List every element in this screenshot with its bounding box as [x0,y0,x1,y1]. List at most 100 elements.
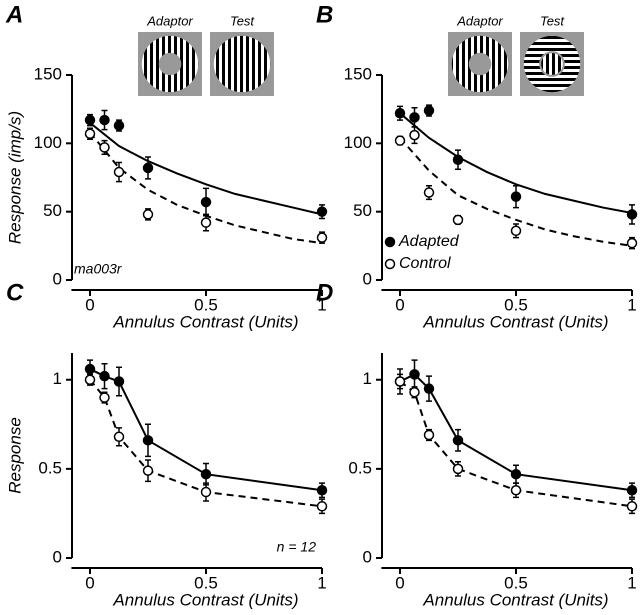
data-point [510,485,522,496]
x-tick-label: 0.5 [504,295,528,314]
data-point [626,237,638,249]
data-point [452,214,464,226]
x-tick-label: 0 [85,573,94,592]
panel-label: A [5,1,23,28]
panel-label: B [316,1,333,28]
data-point [84,128,96,140]
data-point [394,376,406,387]
data-point [113,166,125,178]
legend-label: Control [399,255,451,272]
data-point [316,206,328,217]
data-point [510,191,522,202]
stimulus-gap [468,52,492,76]
data-point [394,108,406,119]
y-tick-label: 1 [363,369,372,388]
y-tick-label: 150 [34,64,62,83]
x-tick-label: 1 [317,295,326,314]
x-axis-label: Annulus Contrast (Units) [112,590,298,609]
stimulus-gap [158,52,182,76]
y-tick-label: 0 [363,547,372,566]
y-tick-label: 100 [34,133,62,152]
data-point [99,370,110,382]
panel-label: D [316,279,333,306]
data-point [142,209,154,220]
inset-label: Adaptor [146,13,193,28]
annotation: n = 12 [277,539,317,555]
data-point [99,392,110,403]
data-point [409,386,420,398]
data-point [84,363,96,375]
data-point [423,187,435,198]
data-point [409,112,420,123]
x-tick-label: 0.5 [504,573,528,592]
x-tick-label: 0 [395,295,404,314]
x-axis-label: Annulus Contrast (Units) [422,312,608,331]
y-axis-label: Response (imp/s) [5,111,24,244]
y-tick-label: 50 [353,201,372,220]
data-point [99,142,110,153]
data-point [113,376,125,387]
legend-marker [384,236,396,248]
x-tick-label: 0.5 [194,573,218,592]
data-point [84,374,96,385]
y-tick-label: 0.5 [348,458,372,477]
data-point [409,369,420,380]
inset-label: Test [540,13,565,28]
stimulus-center [539,51,565,77]
inset-label: Test [230,13,255,28]
data-point [200,217,212,228]
data-point [423,383,435,394]
y-tick-label: 50 [43,201,62,220]
inset-label: Adaptor [456,13,503,28]
panel-label: C [6,279,24,306]
data-point [626,209,638,220]
data-point [423,105,435,116]
annotation: ma003r [74,261,123,277]
y-axis-label: Response [5,417,24,494]
data-point [142,465,154,476]
x-tick-label: 0.5 [194,295,218,314]
data-point [626,501,638,512]
legend-marker [384,258,396,270]
data-point [510,468,522,480]
y-tick-label: 150 [344,64,372,83]
data-point [452,154,464,165]
data-point [200,196,212,208]
x-axis-label: Annulus Contrast (Units) [112,312,298,331]
x-tick-label: 0 [85,295,94,314]
y-tick-label: 100 [344,133,372,152]
y-tick-label: 0 [363,269,372,288]
data-point [510,225,522,237]
data-point [452,463,464,475]
x-tick-label: 1 [317,573,326,592]
x-tick-label: 0 [395,573,404,592]
data-point [626,485,638,496]
data-point [113,120,125,131]
x-tick-label: 1 [627,573,636,592]
data-point [200,468,212,480]
data-point [423,429,435,441]
y-tick-label: 0 [53,547,62,566]
fit-curve [89,122,323,216]
data-point [84,114,96,126]
data-point [99,114,110,126]
x-axis-label: Annulus Contrast (Units) [422,590,608,609]
data-point [316,232,328,243]
legend-label: Adapted [398,233,460,250]
data-point [113,431,125,443]
fit-curve [399,137,633,247]
connecting-line [89,379,323,508]
data-point [316,501,328,512]
data-point [200,486,212,498]
fit-curve [399,112,633,215]
y-tick-label: 1 [53,369,62,388]
y-tick-label: 0.5 [38,458,62,477]
y-tick-label: 0 [53,269,62,288]
data-point [316,485,328,496]
data-point [452,435,464,446]
stimulus-grating [213,35,271,93]
data-point [142,162,154,174]
data-point [394,135,406,146]
data-point [409,129,420,141]
